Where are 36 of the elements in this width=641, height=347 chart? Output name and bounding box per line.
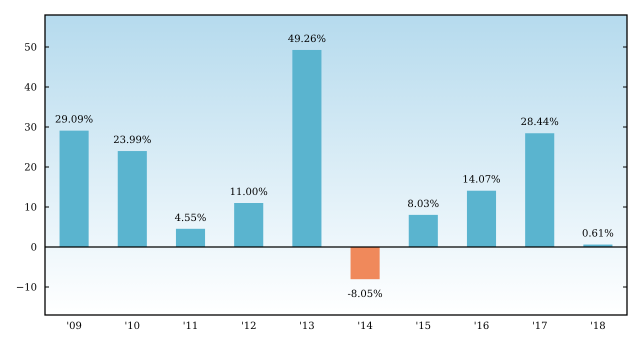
x-tick-label: '16 — [474, 321, 490, 332]
bar — [234, 203, 264, 247]
bar — [118, 151, 147, 247]
x-tick-label: '12 — [240, 321, 256, 332]
bar — [525, 133, 554, 247]
y-tick-label: 30 — [24, 122, 37, 134]
bar — [466, 190, 496, 247]
data-label: 14.07% — [462, 174, 501, 186]
data-label: 11.00% — [230, 187, 268, 198]
bar — [176, 228, 206, 247]
y-tick-label: 40 — [24, 82, 37, 94]
x-tick-label: '18 — [590, 321, 606, 332]
x-tick-label: '15 — [416, 321, 432, 332]
data-label: 29.09% — [55, 114, 94, 126]
x-tick-label: '17 — [532, 321, 548, 332]
x-tick-label: '14 — [357, 321, 373, 332]
y-tick-label: −10 — [16, 282, 37, 294]
y-tick-label: 20 — [24, 162, 37, 174]
y-tick-label: 0 — [30, 242, 37, 254]
data-label: 8.03% — [407, 198, 440, 210]
y-tick-label: 10 — [24, 202, 37, 214]
x-tick-label: '11 — [182, 321, 198, 332]
data-label: 49.26% — [288, 34, 326, 45]
data-label: 28.44% — [520, 117, 559, 128]
bar — [292, 50, 322, 247]
data-label: 0.61% — [582, 228, 614, 240]
bar — [350, 247, 380, 280]
x-tick-label: '10 — [124, 321, 140, 332]
data-label: -8.05% — [348, 289, 383, 300]
x-tick-label: '13 — [299, 321, 315, 332]
x-tick-label: '09 — [66, 321, 82, 332]
y-tick-label: 50 — [24, 42, 37, 54]
data-label: 4.55% — [174, 212, 206, 224]
bar — [408, 214, 438, 247]
data-label: 23.99% — [113, 135, 152, 146]
bar — [60, 130, 89, 247]
